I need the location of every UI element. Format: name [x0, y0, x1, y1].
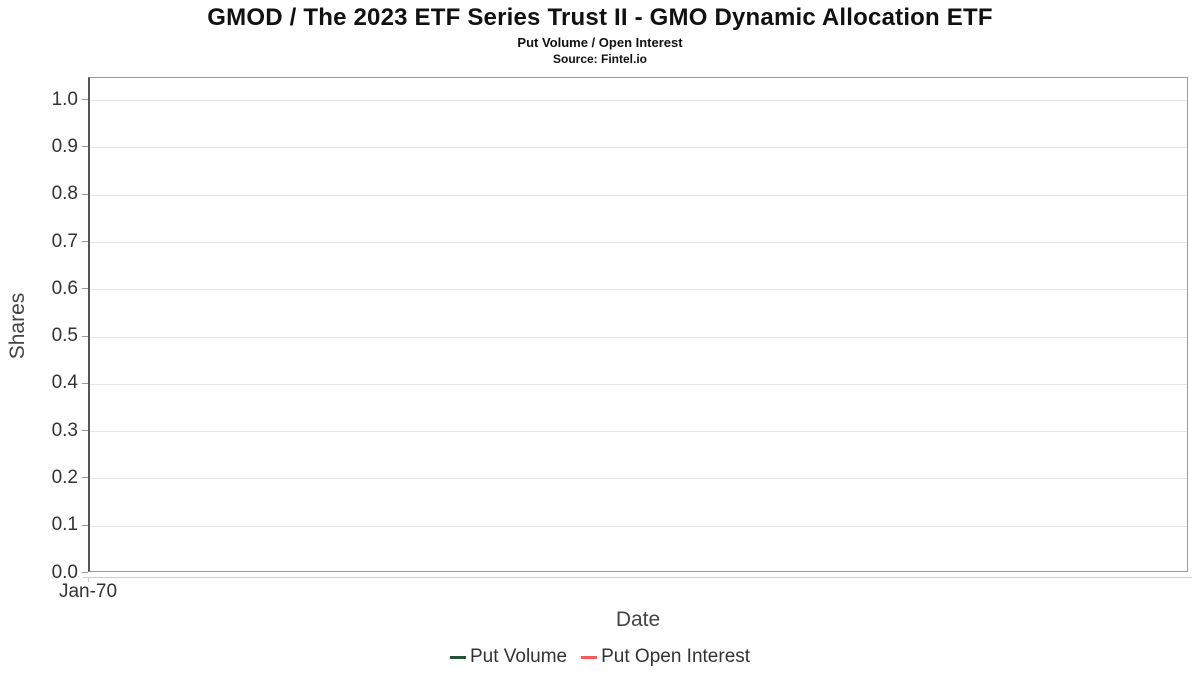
gridline	[90, 100, 1187, 101]
y-axis-tick	[82, 383, 88, 384]
gridline	[90, 289, 1187, 290]
legend-label: Put Volume	[469, 646, 568, 667]
y-axis-tick-label: 0.4	[51, 372, 78, 393]
legend-item-put-volume[interactable]: Put Volume	[449, 646, 568, 668]
legend-item-put-open-interest[interactable]: Put Open Interest	[581, 646, 750, 668]
y-axis-tick-label: 0.2	[51, 467, 78, 488]
y-axis-tick-label: 0.9	[51, 136, 78, 157]
y-axis-tick	[82, 572, 88, 573]
gridline	[90, 337, 1187, 338]
gridline	[90, 526, 1187, 527]
y-axis-tick	[82, 336, 88, 337]
y-axis-tick-label: 0.5	[51, 325, 78, 346]
x-axis-tick	[88, 577, 89, 582]
x-axis-tick-label: Jan-70	[58, 581, 118, 602]
y-axis-tick	[82, 525, 88, 526]
y-axis-tick-label: 0.6	[51, 278, 78, 299]
y-axis-tick	[82, 194, 88, 195]
chart-title: GMOD / The 2023 ETF Series Trust II - GM…	[207, 4, 993, 31]
gridline	[90, 431, 1187, 432]
y-axis-tick-label: 0.8	[51, 183, 78, 204]
x-axis-title: Date	[615, 608, 661, 631]
legend-label: Put Open Interest	[601, 646, 751, 667]
y-axis-tick	[82, 146, 88, 147]
y-axis-tick-label: 0.0	[51, 562, 78, 583]
gridline	[90, 478, 1187, 479]
y-axis-tick	[82, 99, 88, 100]
chart-subtitle: Put Volume / Open Interest	[517, 35, 683, 50]
gridline	[90, 384, 1187, 385]
legend: Put Volume Put Open Interest	[0, 646, 1200, 668]
y-axis-tick-label: 0.7	[51, 231, 78, 252]
y-axis-tick-label: 0.1	[51, 514, 78, 535]
y-axis-tick-label: 0.3	[51, 420, 78, 441]
y-axis-tick	[82, 241, 88, 242]
chart-source: Source: Fintel.io	[552, 52, 647, 66]
gridline	[90, 147, 1187, 148]
y-axis-tick-label: 1.0	[51, 89, 78, 110]
y-axis-tick	[82, 430, 88, 431]
legend-line-icon	[449, 655, 466, 659]
y-axis-tick	[82, 477, 88, 478]
x-axis-line	[83, 577, 1192, 578]
gridline	[90, 195, 1187, 196]
legend-line-icon	[581, 655, 598, 659]
y-axis-tick	[82, 288, 88, 289]
plot-area	[88, 77, 1188, 572]
gridline	[90, 242, 1187, 243]
